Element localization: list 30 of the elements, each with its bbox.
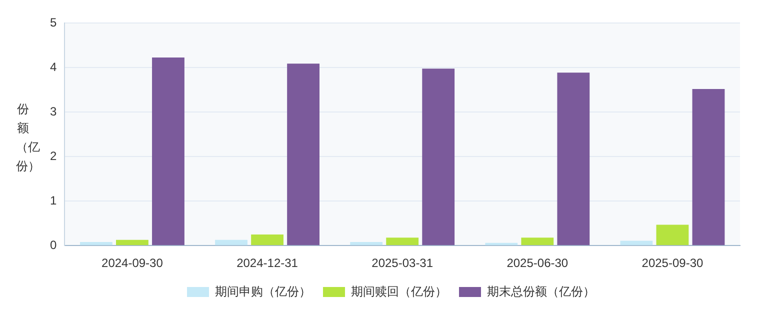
y-tick-label: 0 bbox=[50, 238, 57, 252]
bar bbox=[251, 234, 284, 246]
bar bbox=[521, 238, 554, 246]
bar bbox=[152, 57, 184, 246]
bar bbox=[80, 242, 112, 246]
x-tick-label: 2025-06-30 bbox=[506, 256, 568, 270]
y-tick-label: 2 bbox=[50, 148, 57, 163]
y-tick-label: 1 bbox=[50, 193, 57, 208]
y-tick-label: 4 bbox=[50, 60, 57, 74]
legend-label: 期末总份额（亿份） bbox=[487, 284, 595, 298]
x-tick-label: 2024-12-31 bbox=[236, 256, 298, 270]
bar bbox=[215, 240, 248, 246]
bar bbox=[386, 238, 419, 246]
bar bbox=[422, 68, 455, 246]
y-axis-title: 份额（亿份） bbox=[16, 101, 40, 175]
legend-label: 期间申购（亿份） bbox=[215, 284, 311, 298]
y-tick-label: 5 bbox=[50, 16, 57, 30]
bar bbox=[557, 72, 590, 246]
bar bbox=[485, 242, 518, 246]
bar bbox=[116, 240, 148, 246]
legend-label: 期间赎回（亿份） bbox=[351, 284, 447, 298]
bar bbox=[656, 224, 689, 246]
x-tick-label: 2024-09-30 bbox=[102, 256, 164, 270]
bar bbox=[350, 242, 383, 246]
y-tick-label: 3 bbox=[50, 104, 57, 118]
bar bbox=[620, 240, 653, 246]
x-tick-label: 2025-09-30 bbox=[642, 256, 704, 270]
x-tick-label: 2025-03-31 bbox=[372, 256, 434, 270]
bar bbox=[692, 89, 725, 246]
bar bbox=[287, 64, 320, 246]
